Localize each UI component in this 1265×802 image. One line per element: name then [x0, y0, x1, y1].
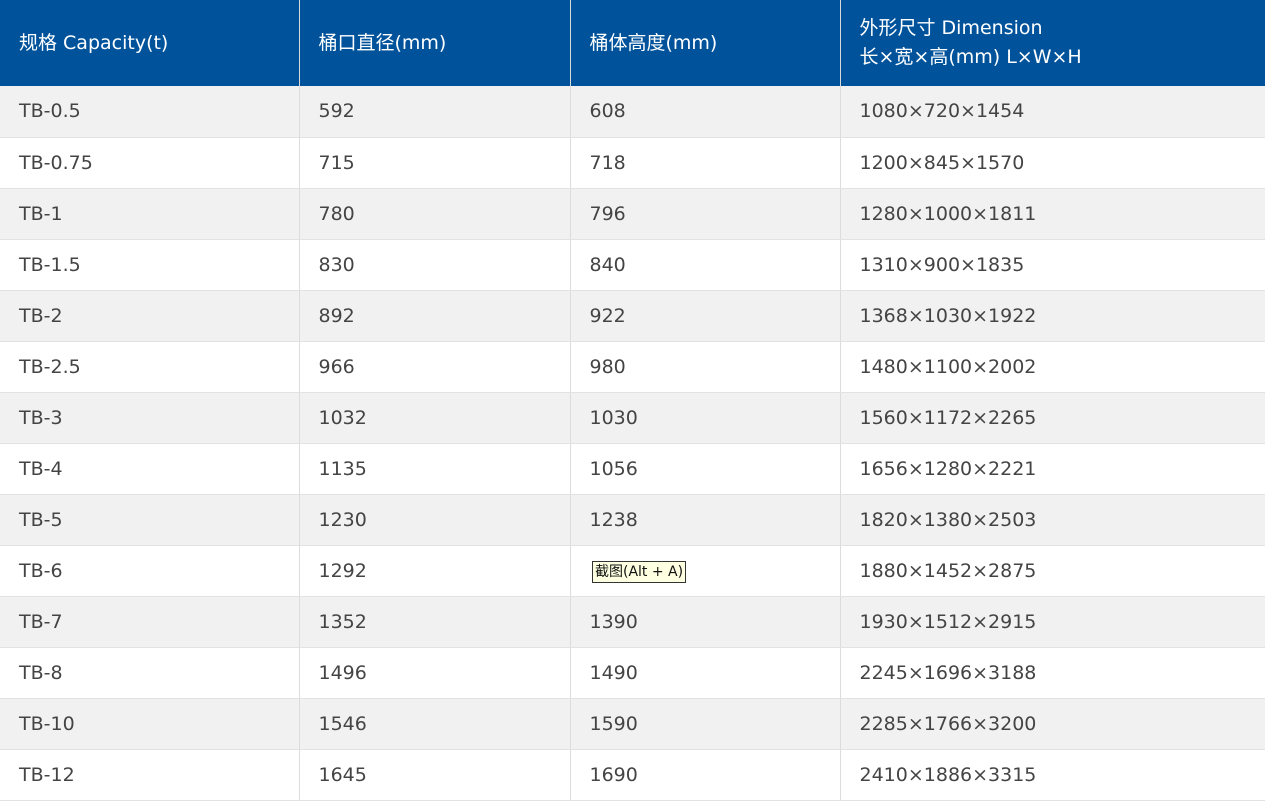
- header-row: 规格 Capacity(t) 桶口直径(mm) 桶体高度(mm) 外形尺寸 Di…: [0, 0, 1265, 86]
- table-body: TB-0.5 592 608 1080×720×1454 TB-0.75 715 718 12…: [0, 86, 1265, 801]
- cell-height: 796: [570, 188, 841, 240]
- cell-height: 608: [570, 86, 841, 138]
- cell-height: 1390: [570, 596, 841, 648]
- table-row: TB-10 1546 1590 2285×1766×3200: [0, 698, 1265, 750]
- cell-diameter: 1546: [299, 698, 571, 750]
- header-dimension: 外形尺寸 Dimension 长×宽×高(mm) L×W×H: [840, 0, 1265, 86]
- cell-height: [570, 545, 841, 597]
- cell-model: TB-7: [0, 596, 300, 648]
- header-dimension-line2: 长×宽×高(mm) L×W×H: [859, 46, 1082, 68]
- cell-dimension: 1080×720×1454: [840, 86, 1265, 138]
- cell-diameter: 1032: [299, 392, 571, 444]
- cell-model: TB-10: [0, 698, 300, 750]
- cell-height: 1590: [570, 698, 841, 750]
- header-capacity: 规格 Capacity(t): [0, 0, 300, 86]
- cell-diameter: 1645: [299, 749, 571, 801]
- cell-diameter: 1230: [299, 494, 571, 546]
- cell-dimension: 2285×1766×3200: [840, 698, 1265, 750]
- cell-model: TB-4: [0, 443, 300, 495]
- table-row: TB-3 1032 1030 1560×1172×2265: [0, 392, 1265, 444]
- cell-height: 1690: [570, 749, 841, 801]
- cell-model: TB-6: [0, 545, 300, 597]
- table-row: TB-2.5 966 980 1480×1100×2002: [0, 341, 1265, 393]
- table-row: TB-6 1292 1880×1452×2875: [0, 545, 1265, 597]
- cell-diameter: 1352: [299, 596, 571, 648]
- cell-diameter: 780: [299, 188, 571, 240]
- cell-diameter: 592: [299, 86, 571, 138]
- cell-height: 1490: [570, 647, 841, 699]
- cell-height: 980: [570, 341, 841, 393]
- cell-dimension: 2410×1886×3315: [840, 749, 1265, 801]
- table-row: TB-0.75 715 718 1200×845×1570: [0, 137, 1265, 189]
- cell-dimension: 1560×1172×2265: [840, 392, 1265, 444]
- cell-diameter: 966: [299, 341, 571, 393]
- cell-model: TB-3: [0, 392, 300, 444]
- cell-diameter: 1135: [299, 443, 571, 495]
- cell-model: TB-2: [0, 290, 300, 342]
- cell-model: TB-2.5: [0, 341, 300, 393]
- header-body-height: 桶体高度(mm): [570, 0, 841, 86]
- cell-model: TB-8: [0, 647, 300, 699]
- cell-height: 1030: [570, 392, 841, 444]
- cell-height: 1238: [570, 494, 841, 546]
- cell-dimension: 1820×1380×2503: [840, 494, 1265, 546]
- cell-height: 1056: [570, 443, 841, 495]
- table-row: TB-4 1135 1056 1656×1280×2221: [0, 443, 1265, 495]
- cell-dimension: 1480×1100×2002: [840, 341, 1265, 393]
- cell-dimension: 1880×1452×2875: [840, 545, 1265, 597]
- table-row: TB-7 1352 1390 1930×1512×2915: [0, 596, 1265, 648]
- cell-height: 840: [570, 239, 841, 291]
- cell-dimension: 2245×1696×3188: [840, 647, 1265, 699]
- cell-dimension: 1280×1000×1811: [840, 188, 1265, 240]
- cell-diameter: 892: [299, 290, 571, 342]
- cell-model: TB-1.5: [0, 239, 300, 291]
- screenshot-tooltip: 截图(Alt + A): [592, 561, 687, 583]
- cell-model: TB-5: [0, 494, 300, 546]
- cell-height: 922: [570, 290, 841, 342]
- cell-dimension: 1656×1280×2221: [840, 443, 1265, 495]
- cell-dimension: 1368×1030×1922: [840, 290, 1265, 342]
- cell-model: TB-0.5: [0, 86, 300, 138]
- cell-diameter: 1496: [299, 647, 571, 699]
- cell-height: 718: [570, 137, 841, 189]
- table-row: TB-5 1230 1238 1820×1380×2503: [0, 494, 1265, 546]
- cell-dimension: 1310×900×1835: [840, 239, 1265, 291]
- cell-model: TB-1: [0, 188, 300, 240]
- cell-dimension: 1930×1512×2915: [840, 596, 1265, 648]
- table-row: TB-2 892 922 1368×1030×1922: [0, 290, 1265, 342]
- table-row: TB-8 1496 1490 2245×1696×3188: [0, 647, 1265, 699]
- table-row: TB-1.5 830 840 1310×900×1835: [0, 239, 1265, 291]
- table-header: 规格 Capacity(t) 桶口直径(mm) 桶体高度(mm) 外形尺寸 Di…: [0, 0, 1265, 86]
- table-row: TB-1 780 796 1280×1000×1811: [0, 188, 1265, 240]
- cell-diameter: 1292: [299, 545, 571, 597]
- cell-dimension: 1200×845×1570: [840, 137, 1265, 189]
- header-mouth-diameter: 桶口直径(mm): [299, 0, 571, 86]
- table-row: TB-12 1645 1690 2410×1886×3315: [0, 749, 1265, 801]
- cell-diameter: 715: [299, 137, 571, 189]
- table-row: TB-0.5 592 608 1080×720×1454: [0, 86, 1265, 138]
- cell-diameter: 830: [299, 239, 571, 291]
- header-dimension-line1: 外形尺寸 Dimension: [859, 17, 1043, 39]
- cell-model: TB-12: [0, 749, 300, 801]
- cell-model: TB-0.75: [0, 137, 300, 189]
